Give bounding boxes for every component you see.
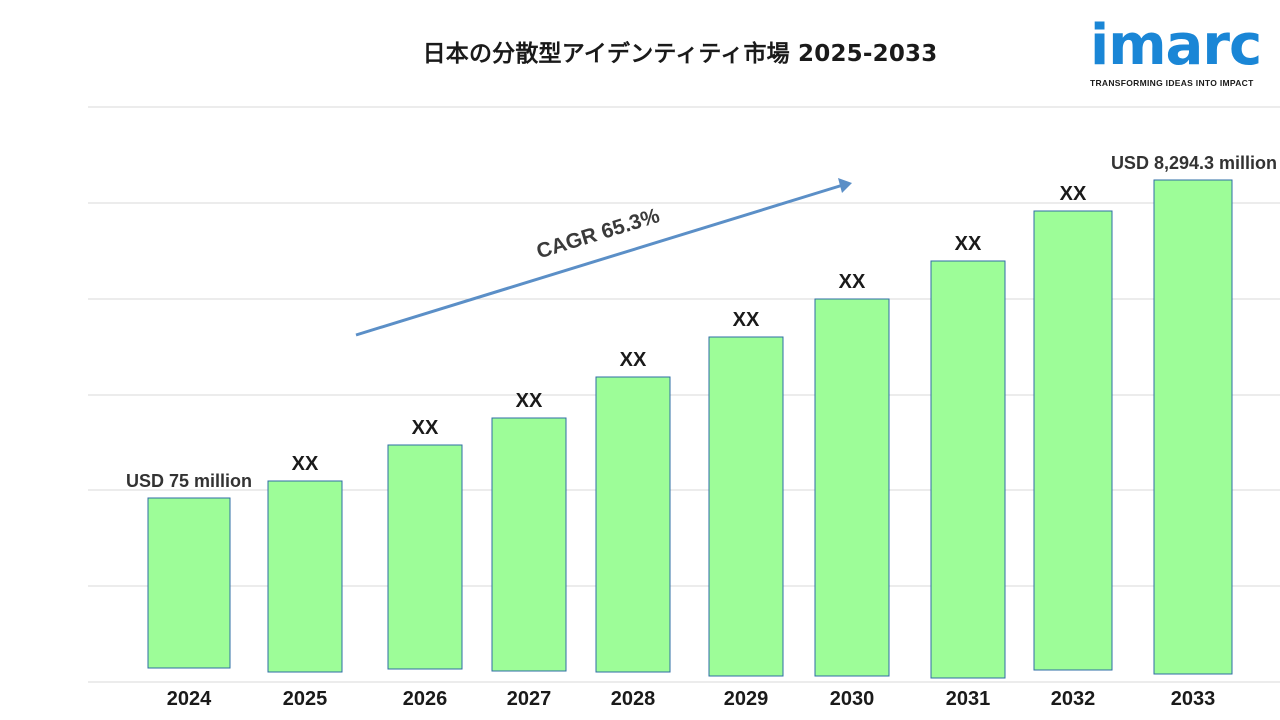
x-tick-2026: 2026	[403, 688, 448, 710]
cagr-label: CAGR 65.3%	[534, 204, 663, 263]
data-label-2029: XX	[733, 309, 760, 331]
data-label-2028: XX	[620, 349, 647, 371]
x-tick-2033: 2033	[1171, 688, 1216, 710]
data-label-2025: XX	[292, 453, 319, 475]
data-label-2030: XX	[839, 271, 866, 293]
x-tick-2031: 2031	[946, 688, 991, 710]
x-tick-2029: 2029	[724, 688, 769, 710]
bar-2032	[1033, 210, 1113, 671]
bar-2028	[595, 376, 671, 673]
cagr-arrow-line	[355, 183, 844, 337]
data-label-2031: XX	[955, 233, 982, 255]
bar-2026	[387, 444, 463, 670]
bar-2025	[267, 480, 343, 673]
x-axis-ticks: 2024 2025 2026 2027 2028 2029 2030 2031 2032 2033	[167, 688, 1216, 710]
bar-2024	[147, 497, 231, 669]
data-label-2032: XX	[1060, 183, 1087, 205]
bars	[147, 179, 1233, 679]
data-labels: USD 75 million XX XX XX XX XX XX XX XX USD 8,294.…	[126, 153, 1277, 491]
data-label-2026: XX	[412, 417, 439, 439]
imarc-logo: imarc TRANSFORMING IDEAS INTO IMPACT	[1090, 13, 1266, 89]
x-tick-2030: 2030	[830, 688, 875, 710]
logo-tagline: TRANSFORMING IDEAS INTO IMPACT	[1090, 78, 1254, 88]
x-tick-2027: 2027	[507, 688, 552, 710]
data-label-2027: XX	[516, 390, 543, 412]
bar-2027	[491, 417, 567, 672]
data-label-2033: USD 8,294.3 million	[1111, 153, 1277, 173]
x-tick-2025: 2025	[283, 688, 328, 710]
data-label-2024: USD 75 million	[126, 471, 252, 491]
bar-2029	[708, 336, 784, 677]
x-tick-2032: 2032	[1051, 688, 1096, 710]
cagr-annotation: CAGR 65.3%	[355, 178, 852, 337]
x-tick-2024: 2024	[167, 688, 212, 710]
chart-title: 日本の分散型アイデンティティ市場 2025-2033	[422, 41, 938, 67]
bar-2033	[1153, 179, 1233, 675]
cagr-arrow-head	[838, 178, 852, 193]
logo-wordmark: imarc	[1090, 13, 1262, 78]
bar-2031	[930, 260, 1006, 679]
bar-2030	[814, 298, 890, 677]
x-tick-2028: 2028	[611, 688, 656, 710]
